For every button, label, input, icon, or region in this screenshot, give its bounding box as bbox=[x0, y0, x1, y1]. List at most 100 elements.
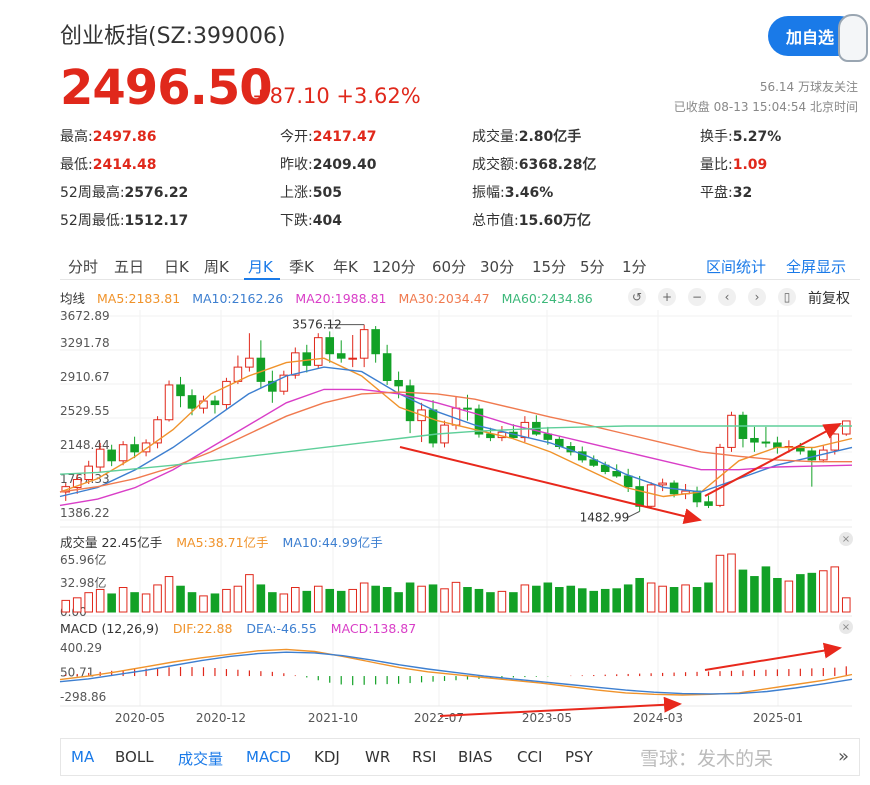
followers-count: 56.14 万球友关注 bbox=[759, 80, 858, 94]
indicator-tab-4[interactable]: KDJ bbox=[314, 748, 340, 766]
volume-bar bbox=[750, 576, 759, 613]
ma30-value: MA30:2034.47 bbox=[398, 291, 490, 306]
candle-body bbox=[268, 380, 277, 392]
tab-8[interactable]: 60分 bbox=[432, 258, 467, 276]
candle-body bbox=[95, 448, 105, 468]
tab-12[interactable]: 1分 bbox=[622, 258, 647, 276]
time-axis-label: 2021-10 bbox=[308, 711, 358, 725]
indicator-tab-0[interactable]: MA bbox=[71, 748, 95, 766]
zoom-in-icon[interactable]: + bbox=[658, 288, 676, 306]
volume-bar bbox=[245, 574, 254, 613]
volume-bar bbox=[176, 585, 185, 613]
candle-body bbox=[313, 337, 323, 366]
scroll-left-icon[interactable]: ‹ bbox=[718, 288, 736, 306]
close-macd-icon[interactable]: × bbox=[839, 620, 853, 634]
ma-line-ma30 bbox=[59, 391, 852, 493]
tab-7[interactable]: 120分 bbox=[372, 258, 416, 276]
volume-bar bbox=[371, 585, 380, 613]
indicator-tab-6[interactable]: RSI bbox=[412, 748, 437, 766]
stat-label: 今开: bbox=[280, 129, 313, 145]
tab-1[interactable]: 五日 bbox=[114, 258, 145, 276]
volume-bar bbox=[509, 592, 518, 613]
candle-body bbox=[164, 384, 174, 421]
stat-value: 1.09 bbox=[732, 157, 768, 173]
stat-label: 上涨: bbox=[280, 185, 313, 201]
tab-9[interactable]: 30分 bbox=[480, 258, 515, 276]
volume-bar bbox=[658, 585, 667, 613]
candle-body bbox=[451, 407, 461, 426]
candle-type-icon[interactable]: ▯ bbox=[778, 288, 796, 306]
macd-arrow-up bbox=[704, 642, 842, 671]
volume-bar bbox=[336, 590, 346, 613]
volume-bar bbox=[95, 588, 105, 613]
volume-bar bbox=[784, 580, 794, 613]
stat-item: 52周最低:1512.17 bbox=[60, 210, 188, 230]
tab-6[interactable]: 年K bbox=[333, 258, 358, 276]
macd-legend: MACD (12,26,9) DIF:22.88 DEA:-46.55 MACD… bbox=[60, 621, 416, 636]
stat-item: 上涨:505 bbox=[280, 182, 342, 202]
candle-body bbox=[72, 479, 82, 489]
adjust-mode[interactable]: 前复权 bbox=[808, 291, 850, 307]
stat-value: 15.60万亿 bbox=[518, 213, 592, 229]
market-status: 已收盘 08-13 15:04:54 北京时间 bbox=[673, 100, 858, 114]
ma20-value: MA20:1988.81 bbox=[295, 291, 387, 306]
candle-body bbox=[291, 352, 300, 376]
stat-value: 6368.28亿 bbox=[518, 157, 597, 173]
trend-arrow-down bbox=[399, 446, 702, 524]
candle-body bbox=[474, 408, 484, 435]
stat-value: 2414.48 bbox=[92, 157, 157, 173]
volume-bar bbox=[222, 588, 231, 613]
candle-body bbox=[222, 380, 231, 406]
tab-10[interactable]: 15分 bbox=[532, 258, 567, 276]
reset-icon[interactable]: ↺ bbox=[628, 288, 646, 306]
indicator-tab-9[interactable]: PSY bbox=[565, 748, 593, 766]
price-tick-label: 2910.67 bbox=[60, 370, 110, 384]
volume-bar bbox=[187, 592, 197, 613]
tab-0[interactable]: 分时 bbox=[68, 258, 99, 276]
stat-value: 2409.40 bbox=[312, 157, 377, 173]
candle-body bbox=[394, 379, 403, 387]
volume-bar bbox=[543, 582, 553, 613]
indicator-tab-8[interactable]: CCI bbox=[517, 748, 543, 766]
more-indicators-icon[interactable]: » bbox=[838, 746, 850, 767]
indicator-tab-7[interactable]: BIAS bbox=[458, 748, 493, 766]
range-stats-link[interactable]: 区间统计 bbox=[706, 258, 767, 276]
fullscreen-link[interactable]: 全屏显示 bbox=[786, 258, 847, 276]
stat-item: 最低:2414.48 bbox=[60, 154, 156, 174]
tab-3[interactable]: 周K bbox=[204, 258, 229, 276]
volume-label: 成交量 22.45亿手 bbox=[60, 535, 163, 550]
indicator-tab-3[interactable]: MACD bbox=[246, 748, 291, 766]
candle-body bbox=[245, 357, 254, 368]
volume-bar bbox=[669, 587, 679, 613]
tab-11[interactable]: 5分 bbox=[580, 258, 605, 276]
ma60-value: MA60:2434.86 bbox=[501, 291, 593, 306]
candle-body bbox=[738, 414, 748, 439]
tab-4[interactable]: 月K bbox=[248, 258, 273, 276]
volume-bar bbox=[463, 587, 472, 613]
scroll-right-icon[interactable]: › bbox=[748, 288, 766, 306]
indicator-tabs: MA BOLL 成交量 MACD KDJ WR RSI BIAS CCI PSY bbox=[60, 738, 860, 776]
ma10-value: MA10:2162.26 bbox=[192, 291, 284, 306]
volume-tick-label: 32.98亿 bbox=[60, 575, 106, 590]
price-tick-label: 3291.78 bbox=[60, 336, 110, 350]
volume-bar bbox=[681, 584, 690, 613]
volume-bar bbox=[107, 593, 116, 613]
close-volume-icon[interactable]: × bbox=[839, 532, 853, 546]
tab-5[interactable]: 季K bbox=[289, 258, 314, 276]
stat-label: 昨收: bbox=[280, 157, 313, 173]
indicator-tab-5[interactable]: WR bbox=[365, 748, 391, 766]
macd-label: MACD (12,26,9) bbox=[60, 621, 159, 636]
low-marker-label: 1482.99 bbox=[580, 510, 630, 524]
candle-body bbox=[141, 442, 151, 453]
stat-value: 404 bbox=[312, 213, 342, 229]
volume-bar bbox=[268, 592, 277, 613]
indicator-tab-1[interactable]: BOLL bbox=[115, 748, 154, 766]
zoom-out-icon[interactable]: − bbox=[688, 288, 706, 306]
time-axis-label: 2023-05 bbox=[522, 711, 572, 725]
volume-bar bbox=[233, 585, 243, 613]
stat-label: 最高: bbox=[60, 129, 93, 145]
indicator-tab-2[interactable]: 成交量 bbox=[178, 750, 224, 768]
candle-body bbox=[589, 459, 599, 466]
tab-2[interactable]: 日K bbox=[164, 258, 189, 276]
